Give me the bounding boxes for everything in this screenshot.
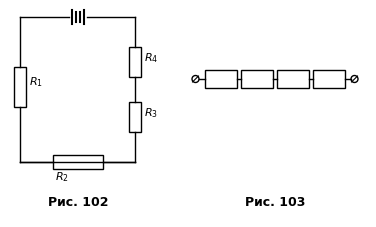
Bar: [241, 70, 273, 88]
Text: Рис. 102: Рис. 102: [48, 195, 108, 209]
Text: Рис. 103: Рис. 103: [245, 195, 305, 209]
Bar: [313, 70, 345, 88]
Bar: [14, 67, 26, 107]
Text: $R_2$: $R_2$: [55, 170, 69, 184]
Bar: [129, 47, 141, 77]
Bar: [205, 70, 237, 88]
Text: $R_4$: $R_4$: [144, 51, 158, 65]
Bar: [129, 102, 141, 132]
Bar: [53, 155, 103, 169]
Text: $R_1$: $R_1$: [29, 75, 43, 89]
Text: $R_3$: $R_3$: [144, 106, 158, 120]
Bar: [277, 70, 309, 88]
